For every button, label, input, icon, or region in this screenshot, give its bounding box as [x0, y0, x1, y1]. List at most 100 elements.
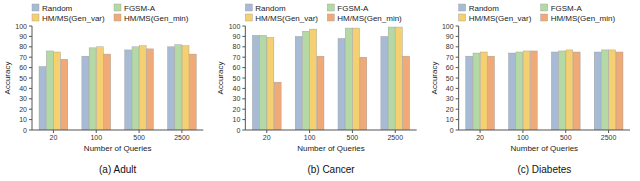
legend-swatch: [32, 14, 39, 21]
y-tick: [29, 130, 32, 131]
y-tick: [29, 98, 32, 99]
x-axis: [32, 130, 203, 131]
x-tick-label: 500: [347, 134, 359, 141]
bar: [516, 52, 523, 130]
figure: 0102030405060708090100201005002500Number…: [0, 0, 640, 181]
x-tick: [96, 130, 97, 133]
y-tick: [242, 88, 245, 89]
y-tick: [456, 119, 459, 120]
bar: [573, 52, 580, 130]
bar: [360, 57, 367, 130]
bar: [96, 47, 103, 130]
y-tick-label: 70: [233, 54, 241, 61]
y-tick-label: 50: [19, 75, 27, 82]
y-tick-label: 60: [233, 64, 241, 71]
bar: [530, 51, 537, 130]
y-tick-label: 70: [19, 54, 27, 61]
bar: [601, 50, 608, 130]
bar: [147, 49, 154, 130]
legend: RandomFGSM-AHM/MS(Gen_var)HM/MS(Gen_min): [32, 4, 189, 23]
bar: [310, 29, 317, 130]
panel: 0102030405060708090100201005002500Number…: [3, 4, 203, 176]
bar: [466, 56, 473, 130]
bar: [82, 56, 89, 130]
y-tick-label: 30: [233, 95, 241, 102]
bar: [39, 67, 46, 130]
bar: [132, 47, 139, 130]
bar: [267, 37, 274, 130]
x-tick-label: 2500: [387, 134, 403, 141]
legend-label: FGSM-A: [124, 4, 156, 13]
y-tick-label: 90: [446, 33, 454, 40]
title: (b) Cancer: [307, 164, 355, 175]
y-tick: [242, 46, 245, 47]
y-tick: [29, 26, 32, 27]
bar: [559, 51, 566, 130]
x-tick: [522, 130, 523, 133]
x-tick: [480, 130, 481, 133]
bar: [295, 36, 302, 130]
x-tick: [53, 130, 54, 133]
bar: [189, 54, 196, 130]
legend-label: Random: [469, 4, 500, 13]
bar: [338, 38, 345, 130]
y-tick-label: 20: [446, 106, 454, 113]
bar: [89, 48, 96, 130]
legend-label: HM/MS(Gen_var): [42, 14, 105, 23]
y-tick: [456, 26, 459, 27]
bar: [395, 27, 402, 130]
legend-swatch: [327, 14, 334, 21]
y-tick: [242, 109, 245, 110]
legend-swatch: [245, 4, 252, 11]
y-tick-label: 100: [15, 23, 27, 30]
y-tick-label: 80: [446, 43, 454, 50]
panel: 0102030405060708090100201005002500Number…: [430, 4, 630, 176]
x-tick: [352, 130, 353, 133]
y-tick-label: 60: [446, 64, 454, 71]
y-tick: [456, 67, 459, 68]
bar: [388, 27, 395, 130]
legend-label: HM/MS(Gen_var): [255, 14, 318, 23]
y-tick-label: 100: [229, 23, 241, 30]
y-tick: [29, 88, 32, 89]
bar: [260, 35, 267, 130]
legend-swatch: [541, 4, 548, 11]
y-tick-label: 0: [450, 127, 454, 134]
legend-label: HM/MS(Gen_min): [551, 14, 616, 23]
x-tick-label: 20: [50, 134, 58, 141]
x-tick: [395, 130, 396, 133]
bar: [61, 59, 68, 130]
bar: [616, 52, 623, 130]
x-tick-label: 20: [476, 134, 484, 141]
y-tick: [456, 109, 459, 110]
y-tick-label: 40: [446, 85, 454, 92]
bar: [473, 53, 480, 130]
legend-label: Random: [255, 4, 286, 13]
bar: [480, 52, 487, 130]
x-tick-label: 100: [90, 134, 102, 141]
legend: RandomFGSM-AHM/MS(Gen_var)HM/MS(Gen_min): [459, 4, 616, 23]
y-tick-label: 50: [233, 75, 241, 82]
x-tick-label: 500: [560, 134, 572, 141]
y-tick: [456, 98, 459, 99]
x-tick: [181, 130, 182, 133]
y-tick-label: 100: [442, 23, 454, 30]
bar: [252, 35, 259, 130]
y-axis-label: Accuracy: [3, 62, 12, 95]
y-tick: [242, 67, 245, 68]
bar: [139, 46, 146, 130]
legend-label: HM/MS(Gen_min): [124, 14, 189, 23]
bar: [274, 82, 281, 130]
bar: [523, 51, 530, 130]
y-tick: [29, 78, 32, 79]
legend-swatch: [459, 4, 466, 11]
y-tick-label: 30: [19, 95, 27, 102]
y-tick-label: 70: [446, 54, 454, 61]
y-tick: [29, 36, 32, 37]
bar: [54, 52, 61, 130]
y-tick: [456, 57, 459, 58]
legend-label: HM/MS(Gen_var): [469, 14, 532, 23]
x-tick: [139, 130, 140, 133]
bar: [551, 52, 558, 130]
y-axis-label: Accuracy: [430, 62, 439, 95]
